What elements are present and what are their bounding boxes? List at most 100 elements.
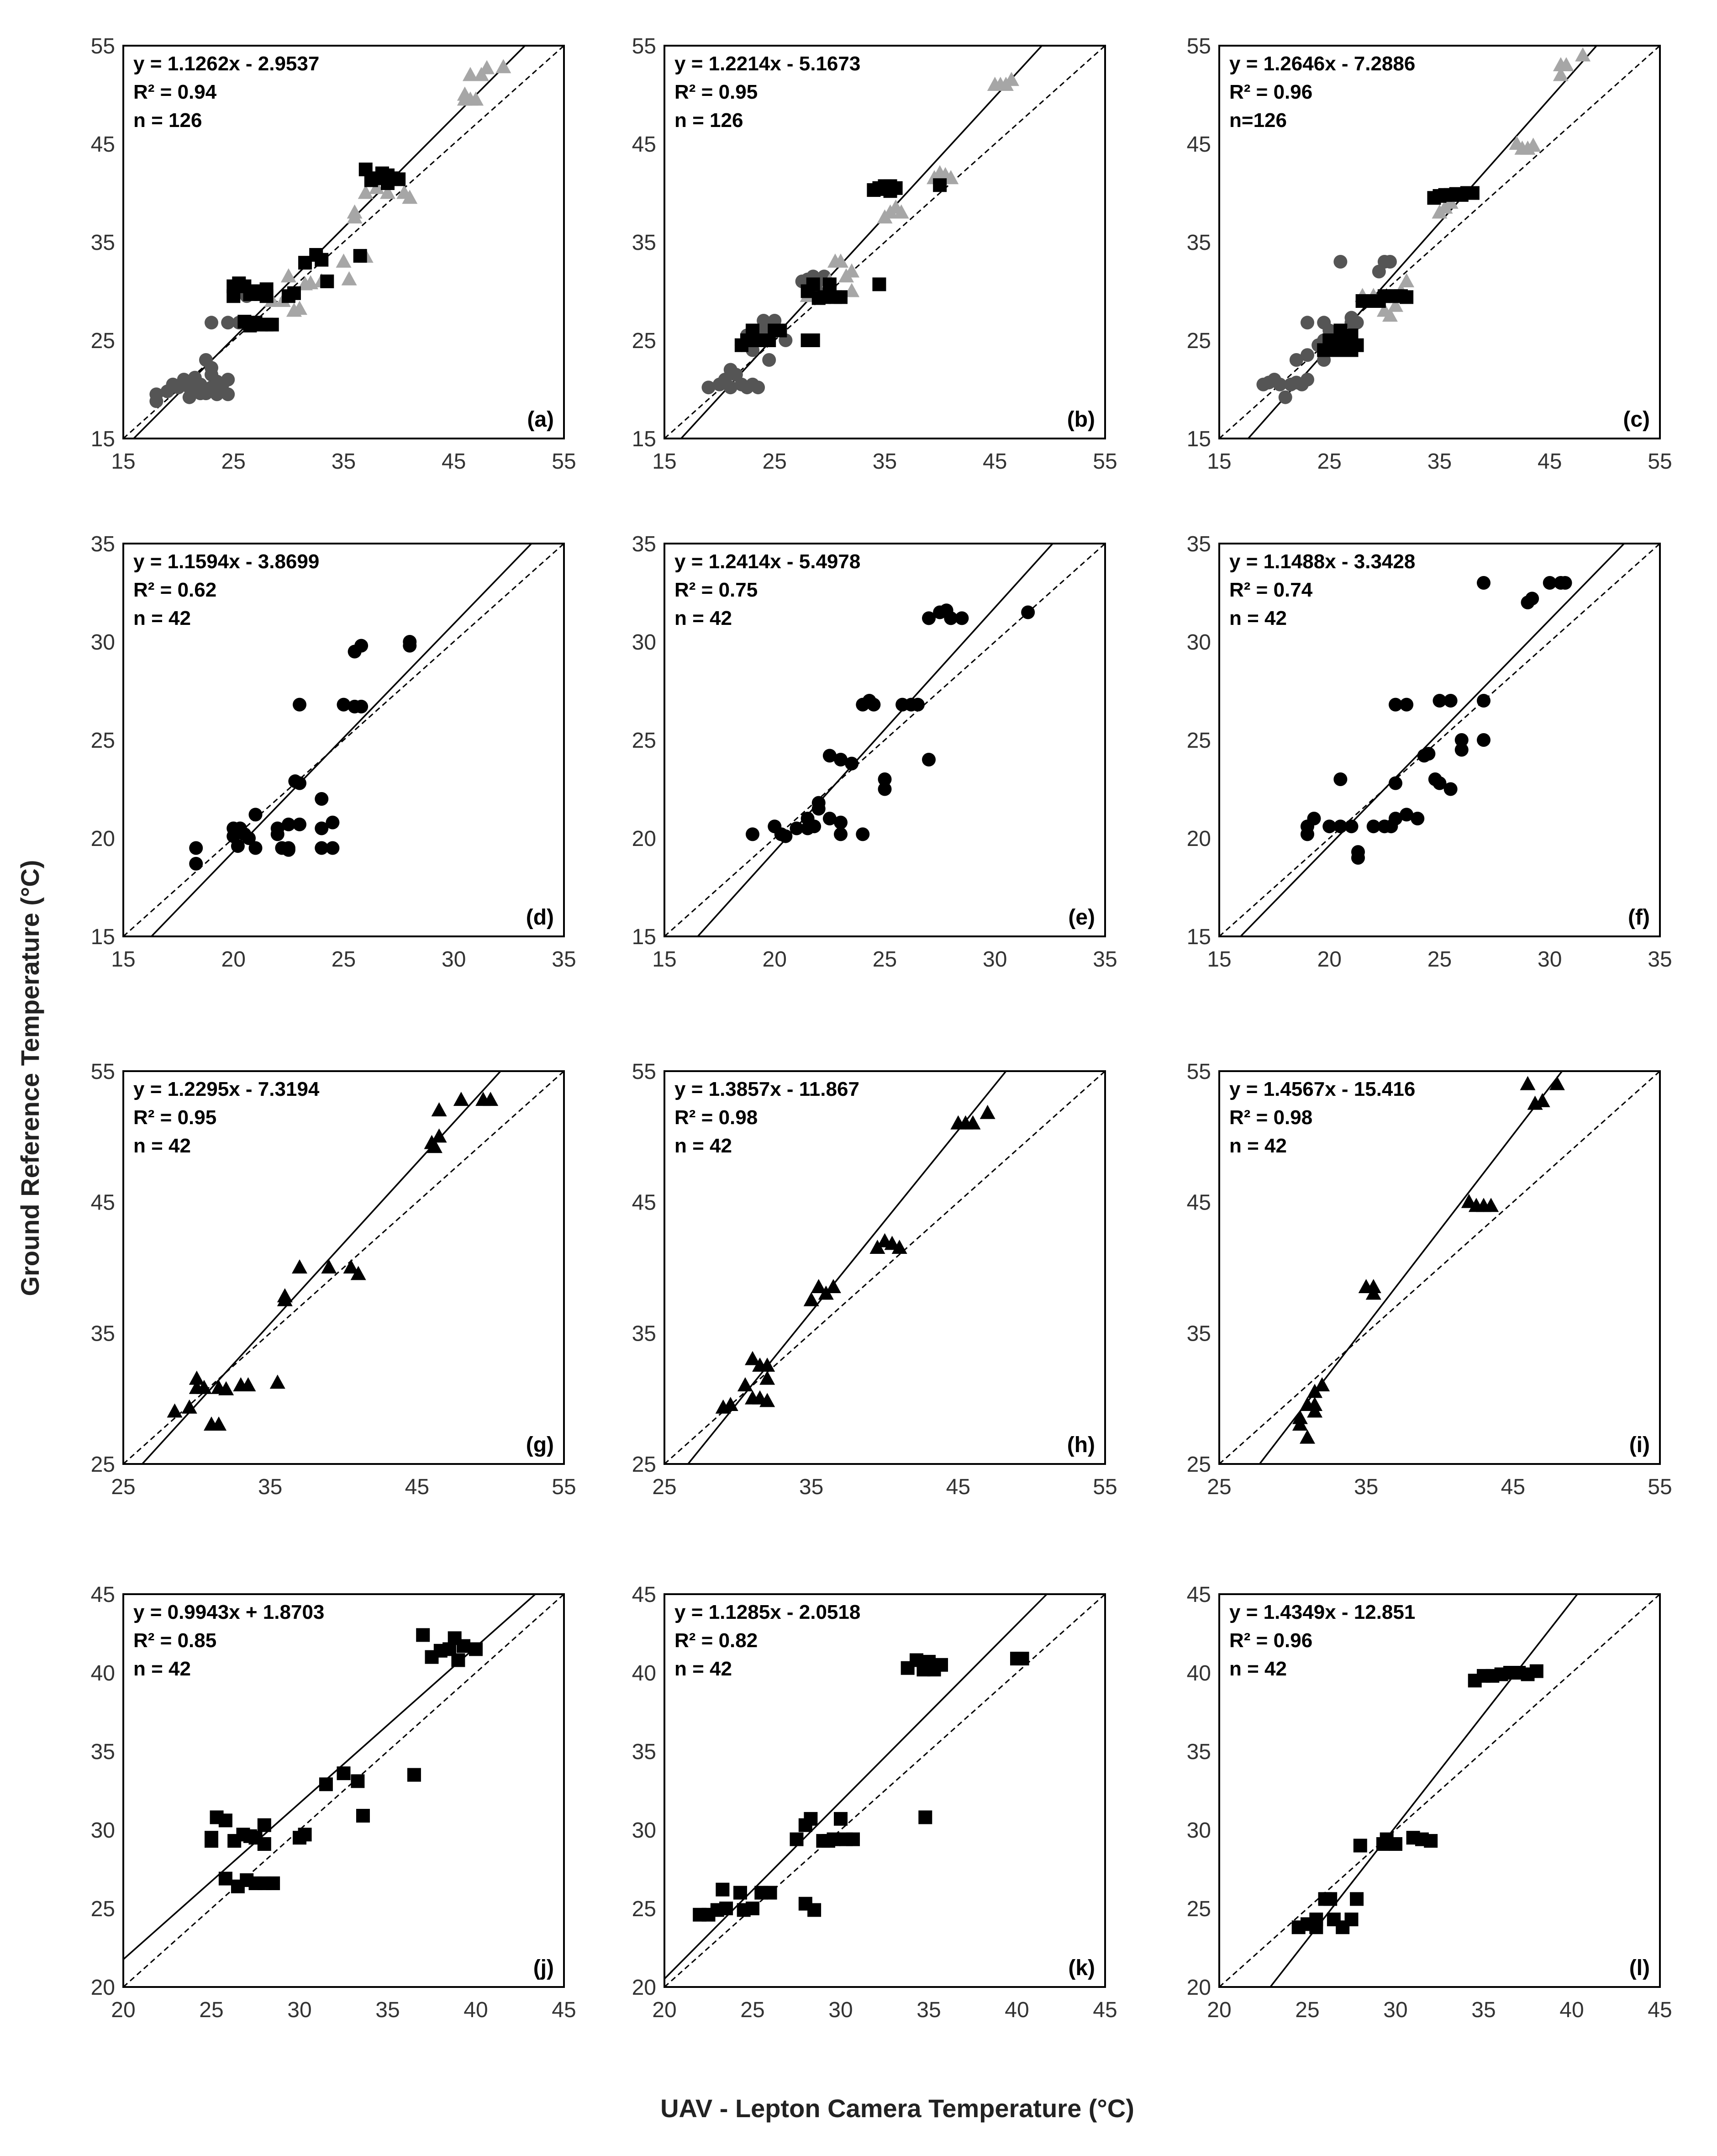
data-point-circle: [149, 394, 163, 408]
data-point-square: [834, 290, 848, 304]
data-point-triangle: [427, 1139, 442, 1153]
data-point-circle: [723, 363, 737, 377]
x-tick-label: 15: [1207, 947, 1231, 972]
data-point-triangle: [811, 1279, 827, 1293]
data-point-circle: [1278, 390, 1292, 404]
data-point-triangle: [280, 268, 296, 283]
data-point-circle: [315, 792, 329, 806]
equation-label: y = 1.2295x - 7.3194: [133, 1078, 320, 1100]
y-tick-label: 25: [632, 1453, 656, 1477]
data-point-triangle: [1558, 57, 1574, 71]
data-point-triangle: [803, 1292, 819, 1306]
y-tick-label: 25: [1187, 1453, 1211, 1477]
data-point-triangle: [402, 190, 418, 204]
data-point-triangle: [218, 1381, 234, 1395]
markers-layer: [167, 1092, 499, 1431]
plot-frame: [664, 45, 1106, 439]
data-point-circle: [1525, 592, 1539, 606]
plot-frame: [664, 1593, 1106, 1988]
x-tick-label: 25: [1317, 449, 1342, 474]
data-point-square: [827, 1832, 841, 1846]
y-tick-label: 35: [632, 532, 656, 556]
data-point-triangle: [891, 1240, 907, 1254]
data-point-circle: [281, 843, 295, 857]
data-point-triangle: [495, 59, 511, 74]
data-point-circle: [1389, 698, 1402, 712]
data-point-triangle: [1300, 1429, 1315, 1444]
data-point-circle: [878, 782, 892, 796]
data-point-circle: [944, 611, 958, 625]
data-point-circle: [1477, 576, 1491, 590]
y-tick-label: 30: [1187, 1818, 1211, 1843]
data-point-circle: [922, 753, 936, 766]
panel-label: (e): [1068, 905, 1095, 930]
data-point-circle: [315, 841, 329, 855]
panel-label: (d): [526, 905, 554, 930]
equation-label: y = 1.3857x - 11.867: [674, 1078, 859, 1100]
panel-label: (f): [1628, 905, 1650, 930]
data-point-circle: [1301, 316, 1314, 330]
data-point-square: [872, 277, 886, 291]
y-tick-label: 40: [91, 1661, 115, 1686]
plot-frame: [122, 45, 565, 439]
data-point-circle: [1366, 819, 1380, 834]
y-tick-label: 20: [91, 827, 115, 851]
data-point-triangle: [343, 1259, 359, 1274]
x-tick-label: 30: [442, 947, 466, 972]
one-to-one-line: [1219, 544, 1660, 936]
data-point-circle: [1422, 747, 1436, 761]
data-point-circle: [1477, 694, 1491, 708]
data-point-square: [1015, 1652, 1029, 1666]
sample-size-label: n = 42: [133, 607, 191, 629]
x-tick-label: 30: [828, 1998, 853, 2022]
y-tick-label: 30: [91, 1818, 115, 1843]
markers-layer: [701, 72, 1019, 395]
data-point-circle: [1400, 698, 1414, 712]
y-tick-label: 25: [91, 1897, 115, 1921]
x-tick-label: 35: [799, 1475, 823, 1499]
panel-label: (j): [533, 1956, 554, 1980]
y-tick-label: 15: [91, 427, 115, 451]
data-point-square: [806, 277, 820, 291]
data-point-square: [790, 1832, 804, 1846]
data-point-circle: [701, 380, 716, 395]
data-point-square: [266, 1876, 280, 1890]
data-point-circle: [293, 817, 306, 831]
data-point-circle: [1400, 808, 1414, 822]
markers-layer: [746, 603, 1035, 843]
data-point-triangle: [292, 301, 307, 315]
panel-label: (h): [1067, 1433, 1095, 1457]
data-point-square: [469, 1642, 483, 1656]
data-point-triangle: [844, 283, 860, 297]
data-point-circle: [856, 827, 870, 841]
plot-frame: [1218, 1593, 1661, 1988]
x-tick-label: 25: [1207, 1475, 1231, 1499]
y-tick-label: 40: [1187, 1661, 1211, 1686]
data-point-triangle: [189, 1370, 205, 1385]
y-tick-label: 45: [632, 1191, 656, 1215]
data-point-square: [265, 317, 279, 332]
data-point-circle: [326, 815, 340, 830]
data-point-circle: [1411, 812, 1425, 825]
x-tick-label: 35: [873, 449, 897, 474]
data-point-circle: [205, 316, 218, 330]
regression-line: [687, 1071, 1007, 1464]
data-point-square: [1344, 1913, 1359, 1927]
data-point-circle: [403, 639, 417, 653]
data-point-square: [205, 1834, 218, 1848]
data-point-square: [804, 1812, 818, 1826]
data-point-triangle: [737, 1377, 753, 1391]
y-tick-label: 25: [1187, 1897, 1211, 1921]
data-point-circle: [337, 698, 351, 712]
x-tick-label: 15: [652, 947, 676, 972]
sample-size-label: n = 42: [133, 1658, 191, 1680]
y-tick-label: 35: [632, 231, 656, 255]
sample-size-label: n = 42: [1229, 1135, 1287, 1157]
y-tick-label: 20: [632, 827, 656, 851]
x-tick-label: 40: [1559, 1998, 1584, 2022]
y-tick-label: 30: [91, 630, 115, 655]
data-point-square: [337, 1766, 351, 1781]
